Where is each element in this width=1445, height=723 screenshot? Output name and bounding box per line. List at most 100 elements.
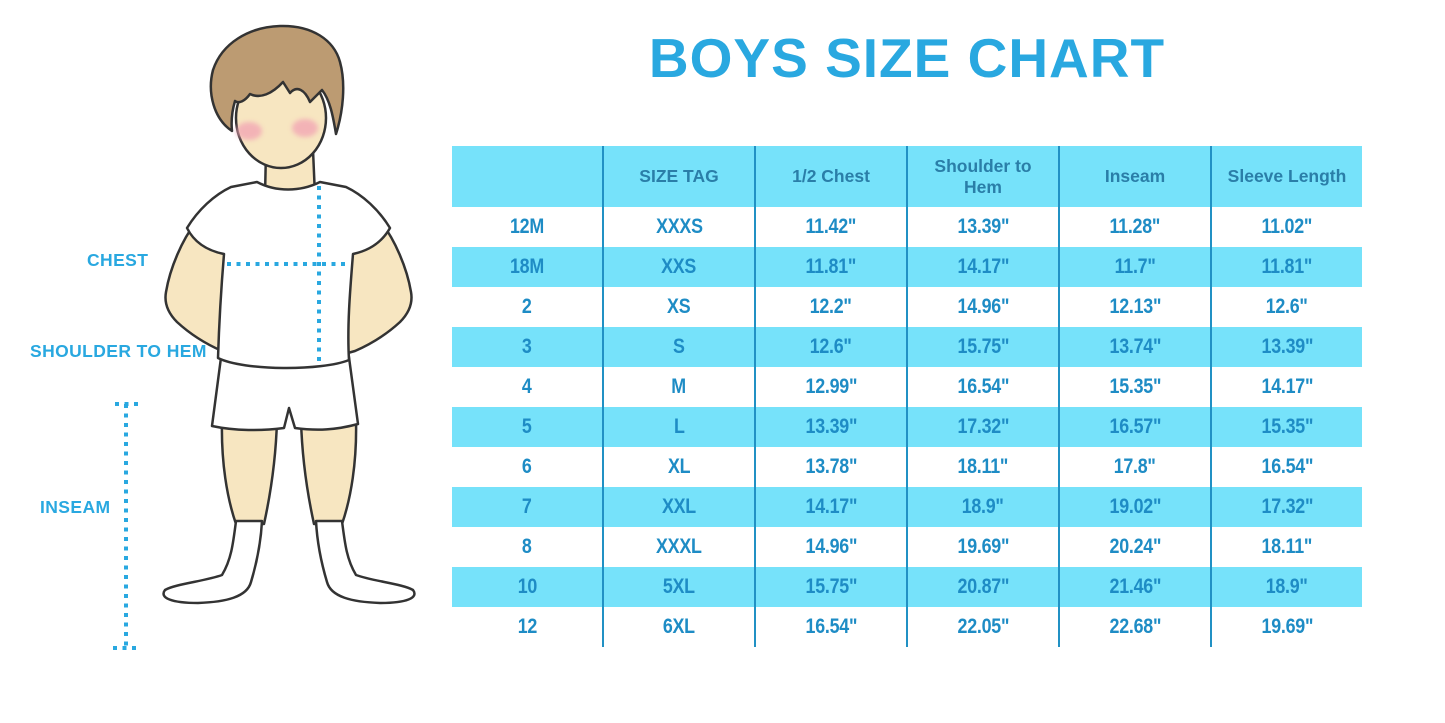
table-cell: 11.81" [754,247,906,287]
table-cell: 12 [517,615,537,638]
tshirt [185,180,392,370]
table-cell: 14.96" [906,287,1058,327]
table-cell: 12M [510,215,544,238]
table-cell: 20.24" [1058,527,1210,567]
table-cell: 13.39" [1210,327,1362,367]
table-row: 12 6XL 16.54" 22.05" 22.68" 19.69" [452,607,1362,647]
header-cell: Inseam [1058,146,1210,207]
table-cell: 6XL [602,607,754,647]
inseam-label: INSEAM [40,497,111,517]
table-row: 7 XXL 14.17" 18.9" 19.02" 17.32" [452,487,1362,527]
table-cell: 11.42" [754,207,906,247]
chest-label: CHEST [87,250,149,270]
table-cell: S [602,327,754,367]
table-row: 10 5XL 15.75" 20.87" 21.46" 18.9" [452,567,1362,607]
left-cheek [236,122,262,140]
table-cell: 6 [522,455,532,478]
header-cell: SIZE TAG [602,146,754,207]
right-leg [299,418,358,526]
table-cell: 22.05" [906,607,1058,647]
table-cell: 11.02" [1210,207,1362,247]
table-cell: 12.99" [754,367,906,407]
table-cell: XXS [602,247,754,287]
table-cell: 15.35" [1058,367,1210,407]
hair [209,24,345,136]
table-cell: 7 [522,495,532,518]
right-cheek [292,119,318,137]
table-cell: 3 [522,335,532,358]
table-cell: 10 [517,575,537,598]
table-cell: 15.75" [906,327,1058,367]
table-row: 6 XL 13.78" 18.11" 17.8" 16.54" [452,447,1362,487]
table-cell: 17.32" [906,407,1058,447]
table-cell: 13.39" [754,407,906,447]
boy-illustration: CHEST SHOULDER TO HEM INSEAM [0,0,450,723]
table-row: 12M XXXS 11.42" 13.39" 11.28" 11.02" [452,207,1362,247]
left-sock [162,519,264,605]
table-cell: 18.11" [906,447,1058,487]
table-cell: 19.02" [1058,487,1210,527]
table-cell: 17.8" [1058,447,1210,487]
page-title: BOYS SIZE CHART [648,27,1166,89]
table-cell: 13.74" [1058,327,1210,367]
header-cell: 1/2 Chest [754,146,906,207]
table-cell: 18.9" [1210,567,1362,607]
table-cell: 5XL [602,567,754,607]
shoulder-to-hem-label: SHOULDER TO HEM [30,341,207,361]
header-cell: Shoulder to Hem [906,146,1058,207]
table-row: 3 S 12.6" 15.75" 13.74" 13.39" [452,327,1362,367]
table-cell: 12.6" [1210,287,1362,327]
shorts [210,348,360,432]
table-row: 18M XXS 11.81" 14.17" 11.7" 11.81" [452,247,1362,287]
table-cell: 2 [522,295,532,318]
table-cell: 18M [510,255,544,278]
right-sock [314,519,416,605]
table-cell: 15.75" [754,567,906,607]
table-cell: XXXL [602,527,754,567]
table-cell: 16.54" [1210,447,1362,487]
table-cell: 22.68" [1058,607,1210,647]
table-cell: 11.7" [1058,247,1210,287]
table-cell: XS [602,287,754,327]
boy-figure-drawing [113,24,416,650]
table-cell: 14.17" [754,487,906,527]
table-cell: 17.32" [1210,487,1362,527]
table-cell: 20.87" [906,567,1058,607]
table-cell: M [602,367,754,407]
table-cell: 12.13" [1058,287,1210,327]
table-cell: XXL [602,487,754,527]
table-cell: L [602,407,754,447]
table-cell: 13.78" [754,447,906,487]
table-cell: 16.54" [754,607,906,647]
table-cell: 14.17" [1210,367,1362,407]
header-cell [452,146,602,207]
table-row: 4 M 12.99" 16.54" 15.35" 14.17" [452,367,1362,407]
table-cell: 5 [522,415,532,438]
table-row: 8 XXXL 14.96" 19.69" 20.24" 18.11" [452,527,1362,567]
table-cell: 8 [522,535,532,558]
table-cell: 11.28" [1058,207,1210,247]
table-cell: 12.2" [754,287,906,327]
table-cell: 14.96" [754,527,906,567]
table-cell: 16.54" [906,367,1058,407]
table-cell: 4 [522,375,532,398]
left-leg [220,418,279,526]
table-cell: 21.46" [1058,567,1210,607]
table-cell: 15.35" [1210,407,1362,447]
table-cell: 12.6" [754,327,906,367]
table-cell: XXXS [602,207,754,247]
table-cell: 19.69" [1210,607,1362,647]
header-cell: Sleeve Length [1210,146,1362,207]
table-cell: 16.57" [1058,407,1210,447]
table-cell: 11.81" [1210,247,1362,287]
table-cell: 18.9" [906,487,1058,527]
table-cell: 19.69" [906,527,1058,567]
table-header-row: SIZE TAG 1/2 Chest Shoulder to Hem Inseam Sl… [452,146,1362,207]
table-cell: 13.39" [906,207,1058,247]
table-cell: 14.17" [906,247,1058,287]
table-row: 2 XS 12.2" 14.96" 12.13" 12.6" [452,287,1362,327]
size-table: SIZE TAG 1/2 Chest Shoulder to Hem Inseam Sl… [452,146,1362,647]
table-cell: 18.11" [1210,527,1362,567]
table-cell: XL [602,447,754,487]
table-row: 5 L 13.39" 17.32" 16.57" 15.35" [452,407,1362,447]
